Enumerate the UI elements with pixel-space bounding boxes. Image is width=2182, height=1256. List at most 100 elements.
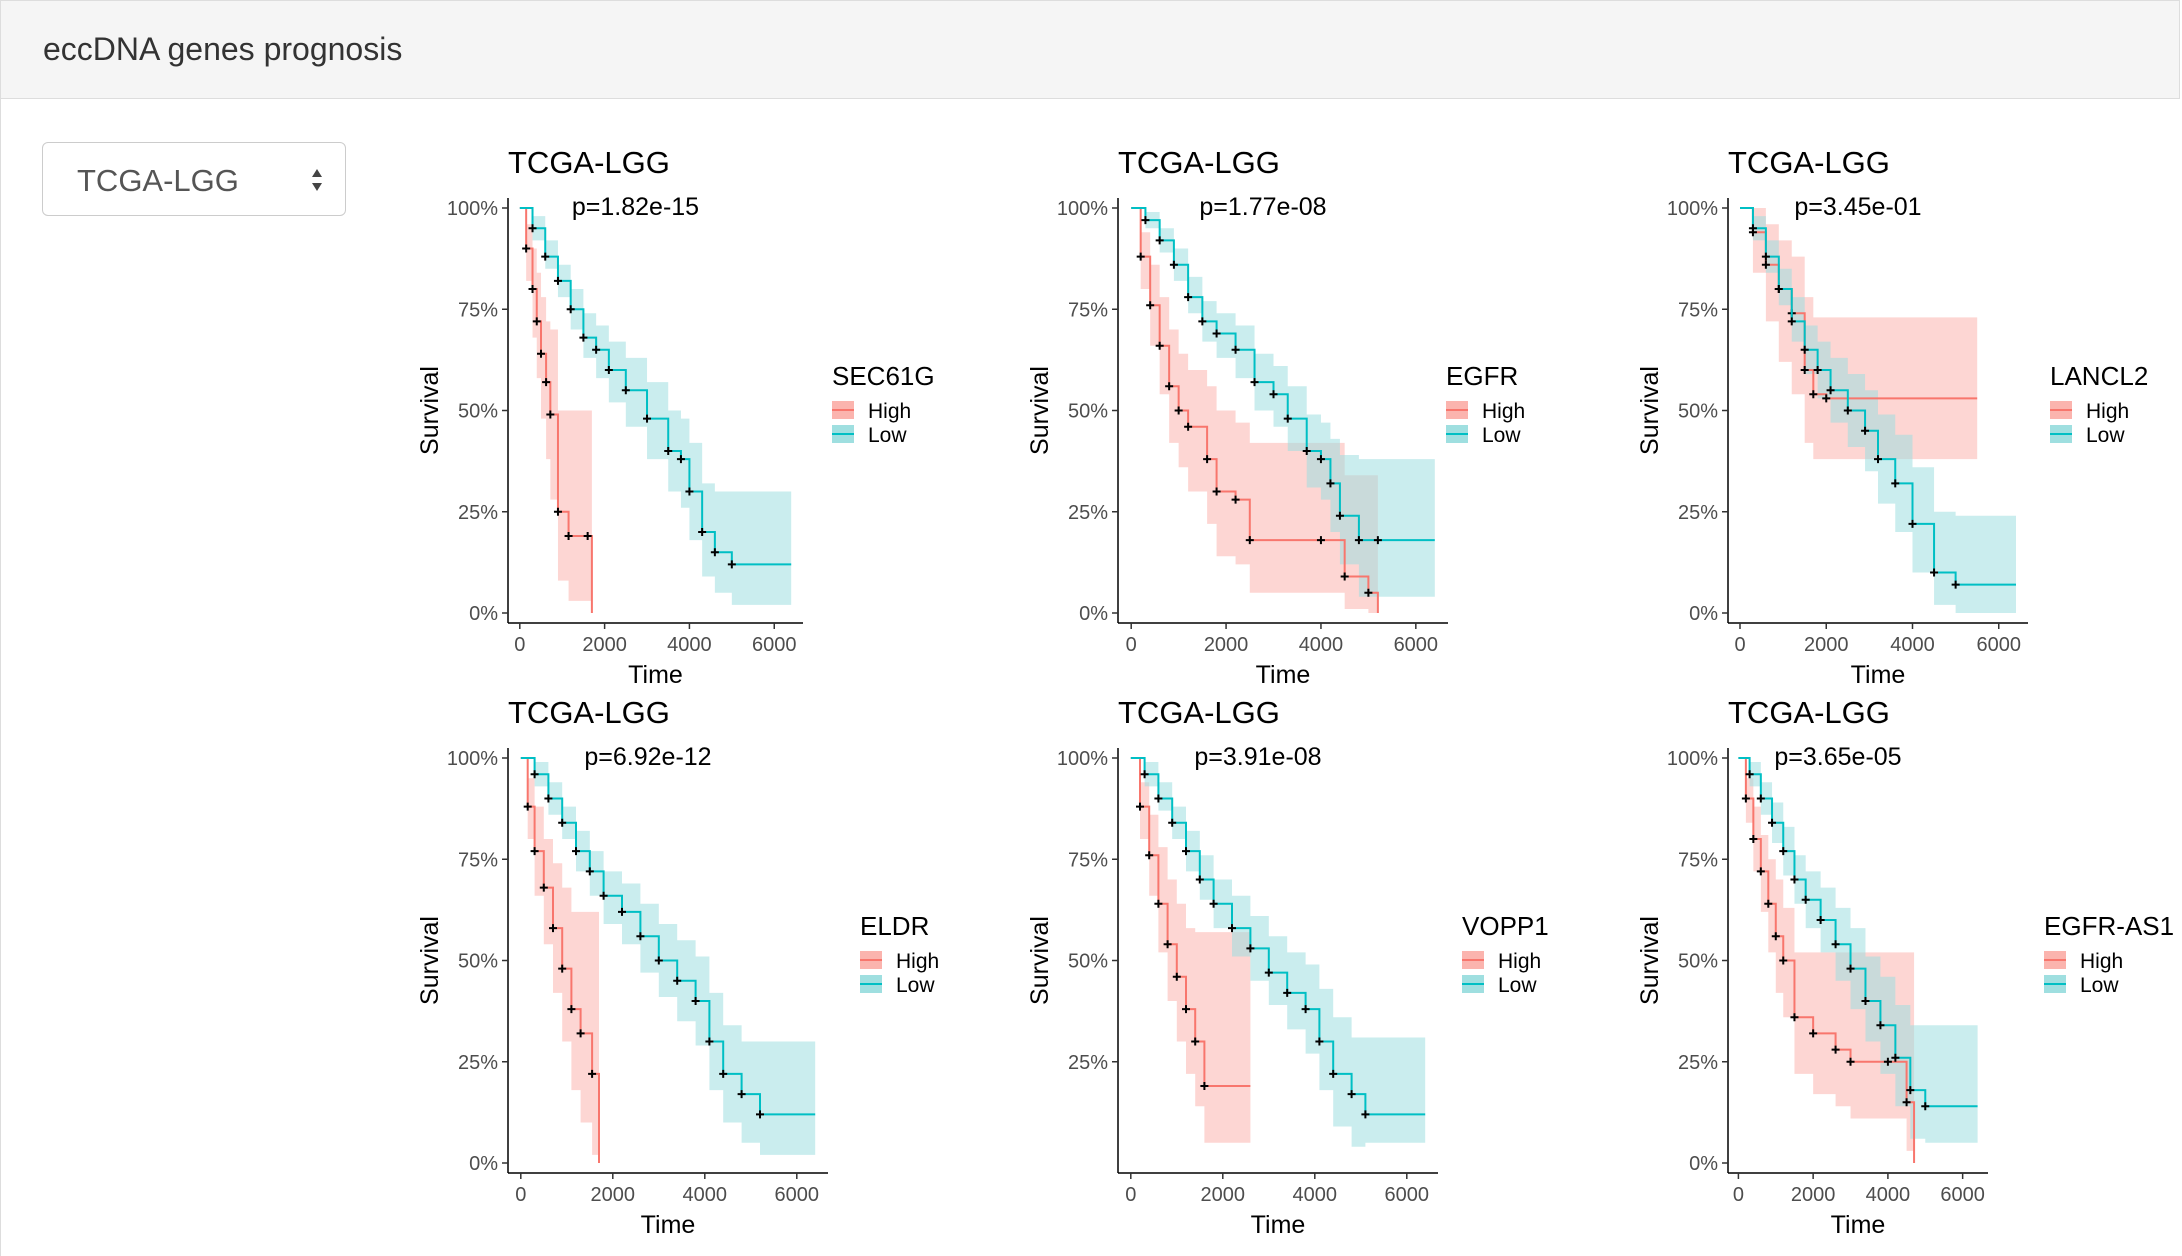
km-chart: TCGA-LGG p=6.92e-12 0% 25% 50% 75% 100% 0 2000 40…: [416, 695, 939, 1239]
x-tick-label: 2000: [1791, 1184, 1836, 1206]
censor-mark: [1756, 794, 1765, 803]
p-value-label: p=1.77e-08: [1199, 193, 1326, 221]
ci-band-high: [1131, 208, 1378, 613]
x-tick-label: 4000: [1293, 1184, 1338, 1206]
km-chart: TCGA-LGG p=1.82e-15 0% 25% 50% 75% 100% 0 2000 40…: [416, 145, 935, 689]
censor-mark: [1264, 968, 1273, 977]
x-tick-label: 0: [1125, 1184, 1136, 1206]
survival-curve-low: [1130, 757, 1426, 1116]
chart-title: TCGA-LGG: [1118, 695, 1280, 730]
censor-mark: [1771, 932, 1780, 941]
censor-mark: [1891, 1053, 1900, 1062]
y-axis-title: Survival: [1026, 916, 1054, 1005]
x-axis-title: Time: [1251, 1211, 1306, 1239]
censor-mark: [1316, 536, 1325, 545]
censor-mark: [1891, 479, 1900, 488]
y-tick-label: 50%: [1678, 951, 1718, 973]
legend-title: VOPP1: [1462, 911, 1549, 941]
y-tick-label: 25%: [1678, 502, 1718, 524]
censor-mark: [1191, 1037, 1200, 1046]
survival-curve-high: [1131, 207, 1379, 613]
censor-mark: [1831, 940, 1840, 949]
p-value-label: p=3.45e-01: [1794, 193, 1921, 221]
censor-mark: [1787, 317, 1796, 326]
dataset-select-value: TCGA-LGG: [77, 163, 239, 198]
survival-curve-low: [520, 757, 816, 1116]
censor-mark: [1831, 1045, 1840, 1054]
censor-mark: [1209, 899, 1218, 908]
censor-mark: [1168, 818, 1177, 827]
ci-band-low: [520, 758, 816, 1155]
censor-mark: [664, 447, 673, 455]
km-chart: TCGA-LGG p=3.45e-01 0% 25% 50% 75% 100% 0 2000 40…: [1636, 145, 2148, 689]
censor-mark: [756, 1110, 764, 1119]
censor-mark: [1748, 224, 1757, 233]
km-chart: TCGA-LGG p=3.91e-08 25% 50% 75% 100% 0 2000 4000…: [1026, 695, 1549, 1239]
censor-mark: [1774, 285, 1783, 293]
y-axis-title: Survival: [416, 916, 444, 1005]
censor-mark: [643, 414, 652, 423]
censor-mark: [1172, 972, 1181, 981]
censor-mark: [1921, 1102, 1930, 1111]
censor-mark: [1883, 1057, 1892, 1066]
x-tick-label: 6000: [1977, 634, 2022, 656]
x-tick-label: 2000: [591, 1184, 636, 1206]
y-tick-label: 50%: [458, 401, 498, 423]
censor-mark: [1250, 378, 1259, 387]
censor-mark: [1800, 345, 1809, 354]
sort-caret-icon: [312, 169, 322, 191]
y-tick-label: 0%: [469, 1153, 498, 1175]
censor-mark: [1906, 1086, 1915, 1095]
censor-mark: [564, 532, 573, 541]
km-plots-grid: TCGA-LGG p=1.82e-15 0% 25% 50% 75% 100% 0 2000 40…: [400, 130, 2182, 1256]
x-axis-title: Time: [1256, 661, 1311, 689]
x-tick-label: 4000: [1866, 1184, 1911, 1206]
dataset-select[interactable]: TCGA-LGG: [42, 142, 346, 216]
y-tick-label: 75%: [1068, 849, 1108, 871]
censor-mark: [1741, 794, 1750, 803]
x-tick-label: 2000: [1201, 1184, 1246, 1206]
censor-mark: [592, 345, 601, 354]
ci-band-high: [1130, 758, 1251, 1143]
censor-mark: [1245, 536, 1254, 545]
y-tick-label: 50%: [1068, 951, 1108, 973]
censor-mark: [1169, 260, 1178, 269]
censor-mark: [1779, 847, 1788, 856]
censor-mark: [553, 507, 562, 516]
censor-mark: [1302, 447, 1311, 455]
censor-mark: [542, 378, 551, 387]
censor-mark: [1165, 382, 1174, 391]
censor-mark: [1846, 1057, 1855, 1066]
censor-mark: [1155, 236, 1164, 245]
y-tick-label: 25%: [1678, 1052, 1718, 1074]
censor-mark: [1200, 1082, 1209, 1091]
censor-mark: [1136, 252, 1145, 261]
y-tick-label: 100%: [1667, 198, 1718, 220]
censor-mark: [1198, 317, 1207, 326]
chart-title: TCGA-LGG: [1118, 145, 1280, 180]
censor-mark: [1809, 1029, 1818, 1038]
p-value-label: p=1.82e-15: [572, 193, 699, 221]
censor-mark: [1269, 390, 1278, 399]
censor-mark: [566, 305, 575, 314]
censor-mark: [654, 956, 663, 965]
censor-mark: [558, 818, 567, 827]
x-tick-label: 2000: [1804, 634, 1849, 656]
censor-mark: [528, 285, 537, 293]
x-tick-label: 0: [1733, 1184, 1744, 1206]
x-tick-label: 4000: [683, 1184, 728, 1206]
y-axis-title: Survival: [1636, 916, 1664, 1005]
censor-mark: [576, 1029, 585, 1038]
y-tick-label: 50%: [1068, 401, 1108, 423]
y-tick-label: 100%: [1667, 748, 1718, 770]
censor-mark: [1146, 301, 1155, 310]
x-tick-label: 0: [1126, 634, 1137, 656]
censor-mark: [541, 252, 550, 261]
censor-mark: [685, 487, 694, 496]
y-tick-label: 50%: [458, 951, 498, 973]
censor-mark: [1749, 835, 1758, 843]
y-tick-label: 25%: [458, 502, 498, 524]
y-tick-label: 0%: [1689, 1153, 1718, 1175]
y-tick-label: 25%: [1068, 502, 1108, 524]
y-tick-label: 75%: [458, 299, 498, 321]
